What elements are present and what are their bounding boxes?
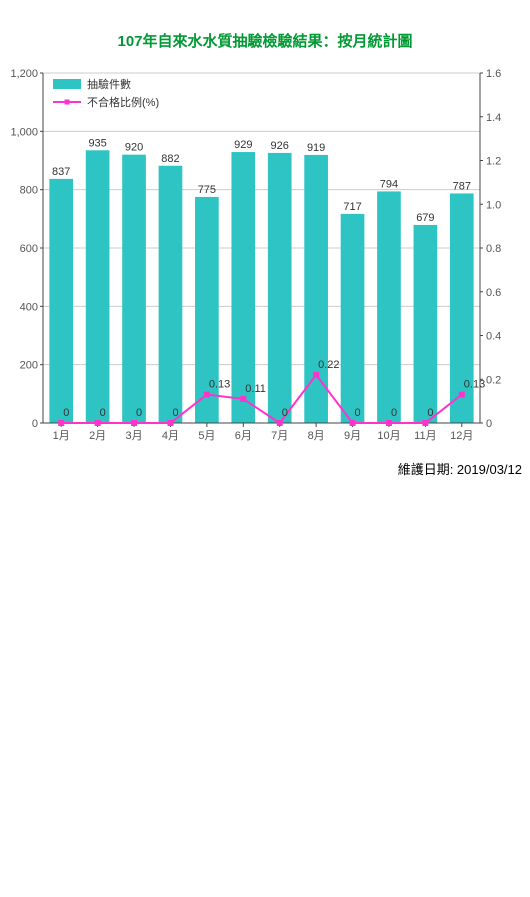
svg-text:1,200: 1,200 [10, 68, 38, 80]
svg-text:11月: 11月 [414, 430, 436, 442]
svg-text:0.2: 0.2 [486, 374, 501, 386]
svg-text:6月: 6月 [235, 430, 252, 442]
line-marker [95, 421, 100, 426]
chart-title: 107年自來水水質抽驗檢驗結果：按月統計圖 [0, 0, 530, 63]
line-marker [277, 421, 282, 426]
svg-text:10月: 10月 [377, 430, 400, 442]
bar [377, 191, 401, 423]
svg-text:929: 929 [234, 139, 252, 151]
svg-text:882: 882 [161, 153, 179, 165]
svg-text:600: 600 [20, 243, 38, 255]
svg-text:0: 0 [32, 418, 38, 430]
line-marker [59, 421, 64, 426]
bar [304, 155, 328, 423]
svg-text:0: 0 [172, 407, 178, 419]
svg-text:200: 200 [20, 360, 38, 372]
svg-text:0.4: 0.4 [486, 331, 501, 343]
line-marker [314, 372, 319, 377]
svg-text:8月: 8月 [308, 430, 325, 442]
svg-text:800: 800 [20, 185, 38, 197]
svg-text:919: 919 [307, 142, 325, 154]
line-marker [386, 421, 391, 426]
svg-text:0: 0 [427, 407, 433, 419]
svg-text:1.4: 1.4 [486, 112, 501, 124]
bar [86, 150, 110, 423]
line-marker [132, 421, 137, 426]
bar [341, 214, 365, 423]
svg-text:0.8: 0.8 [486, 243, 501, 255]
line-marker [423, 421, 428, 426]
svg-text:0.6: 0.6 [486, 287, 501, 299]
bar [159, 166, 183, 423]
svg-text:1.2: 1.2 [486, 156, 501, 168]
svg-text:0: 0 [391, 407, 397, 419]
svg-text:0: 0 [100, 407, 106, 419]
line-marker [168, 421, 173, 426]
line-marker [350, 421, 355, 426]
svg-text:0.13: 0.13 [209, 379, 230, 391]
svg-text:0.13: 0.13 [464, 379, 485, 391]
legend-line-label: 不合格比例(%) [87, 95, 159, 109]
chart-container: 0 200 400 600 800 1,000 1,200 0 0.2 0.4 0.6 0.8 1.0 1… [5, 63, 510, 453]
svg-text:0: 0 [282, 407, 288, 419]
svg-text:787: 787 [453, 180, 471, 192]
svg-text:920: 920 [125, 142, 143, 154]
svg-text:0: 0 [63, 407, 69, 419]
svg-text:935: 935 [88, 137, 106, 149]
svg-text:4月: 4月 [162, 430, 179, 442]
svg-text:9月: 9月 [344, 430, 361, 442]
line-marker [204, 392, 209, 397]
svg-text:837: 837 [52, 166, 70, 178]
svg-text:7月: 7月 [271, 430, 288, 442]
svg-text:3月: 3月 [125, 430, 142, 442]
svg-text:0: 0 [136, 407, 142, 419]
svg-text:1.0: 1.0 [486, 199, 501, 211]
svg-text:1月: 1月 [53, 430, 70, 442]
svg-text:0.22: 0.22 [318, 359, 339, 371]
svg-text:400: 400 [20, 301, 38, 313]
chart-svg: 0 200 400 600 800 1,000 1,200 0 0.2 0.4 0.6 0.8 1.0 1… [5, 63, 510, 453]
maintenance-date: 維護日期: 2019/03/12 [0, 459, 530, 478]
svg-text:679: 679 [416, 212, 434, 224]
svg-text:0: 0 [355, 407, 361, 419]
bar [414, 225, 438, 423]
svg-text:794: 794 [380, 178, 398, 190]
svg-text:0: 0 [486, 418, 492, 430]
svg-text:2月: 2月 [89, 430, 106, 442]
line-marker [459, 392, 464, 397]
bar [122, 155, 146, 423]
bar [49, 179, 73, 423]
line-marker [241, 396, 246, 401]
legend-bar-label: 抽驗件數 [87, 77, 131, 91]
svg-text:1.6: 1.6 [486, 68, 501, 80]
bar [268, 153, 292, 423]
svg-text:775: 775 [198, 184, 216, 196]
svg-text:0.11: 0.11 [245, 383, 266, 395]
svg-text:5月: 5月 [198, 430, 215, 442]
svg-text:717: 717 [343, 201, 361, 213]
svg-text:12月: 12月 [450, 430, 473, 442]
svg-text:1,000: 1,000 [10, 126, 38, 138]
svg-text:926: 926 [271, 140, 289, 152]
